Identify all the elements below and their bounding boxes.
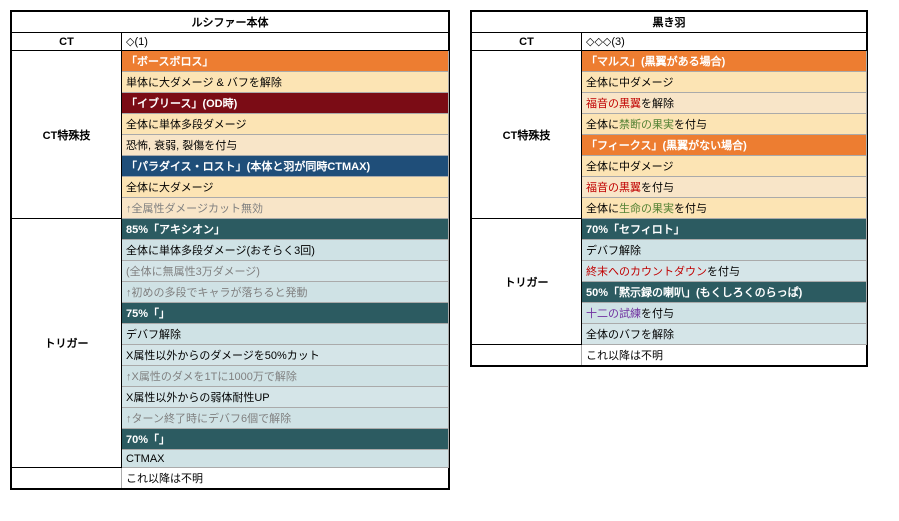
skill-row: 全体に中ダメージ (582, 72, 867, 93)
ct-value: ◇(1) (122, 33, 449, 51)
section-trigger: トリガー (472, 219, 582, 345)
footer-cell-left (472, 345, 582, 366)
section-trigger: トリガー (12, 219, 122, 468)
footer-text: これ以降は不明 (582, 345, 867, 366)
trigger-row: デバフ解除 (582, 240, 867, 261)
panel-blackwing: 黒き羽 CT ◇◇◇(3) CT特殊技 「マルス」(黒翼がある場合) 全体に中ダ… (470, 10, 868, 367)
trigger-row: ↑ターン終了時にデバフ6個で解除 (122, 408, 449, 429)
tables-container: ルシファー本体 CT ◇(1) CT特殊技 「ボースボロス」 単体に大ダメージ … (10, 10, 889, 490)
table-blackwing: 黒き羽 CT ◇◇◇(3) CT特殊技 「マルス」(黒翼がある場合) 全体に中ダ… (471, 11, 867, 366)
trigger-row: ↑X属性のダメを1Tに1000万で解除 (122, 366, 449, 387)
trigger-header: 85%「アキシオン」 (122, 219, 449, 240)
trigger-header: 70%「セフィロト」 (582, 219, 867, 240)
skill-header: 「イブリース」(OD時) (122, 93, 449, 114)
skill-header: 「フィークス」(黒翼がない場合) (582, 135, 867, 156)
ct-value: ◇◇◇(3) (582, 33, 867, 51)
ct-label: CT (472, 33, 582, 51)
skill-row: 全体に生命の果実を付与 (582, 198, 867, 219)
skill-row: 全体に単体多段ダメージ (122, 114, 449, 135)
trigger-header: 70%「」 (122, 429, 449, 450)
section-ct-special: CT特殊技 (12, 51, 122, 219)
trigger-row: X属性以外からのダメージを50%カット (122, 345, 449, 366)
trigger-row: (全体に無属性3万ダメージ) (122, 261, 449, 282)
skill-row: 全体に中ダメージ (582, 156, 867, 177)
trigger-row: デバフ解除 (122, 324, 449, 345)
ct-label: CT (12, 33, 122, 51)
footer-text: これ以降は不明 (122, 468, 449, 489)
panel-lucifer: ルシファー本体 CT ◇(1) CT特殊技 「ボースボロス」 単体に大ダメージ … (10, 10, 450, 490)
panel2-title: 黒き羽 (472, 12, 867, 33)
skill-header: 「マルス」(黒翼がある場合) (582, 51, 867, 72)
skill-row: 福音の黒翼を解除 (582, 93, 867, 114)
trigger-row: 全体に単体多段ダメージ(おそらく3回) (122, 240, 449, 261)
skill-row: 単体に大ダメージ & バフを解除 (122, 72, 449, 93)
panel1-title: ルシファー本体 (12, 12, 449, 33)
skill-header: 「ボースボロス」 (122, 51, 449, 72)
trigger-row: 全体のバフを解除 (582, 324, 867, 345)
skill-row: 全体に大ダメージ (122, 177, 449, 198)
skill-row: ↑全属性ダメージカット無効 (122, 198, 449, 219)
trigger-header: 75%「」 (122, 303, 449, 324)
trigger-row: 十二の試練を付与 (582, 303, 867, 324)
footer-cell-left (12, 468, 122, 489)
skill-row: 福音の黒翼を付与 (582, 177, 867, 198)
skill-row: 全体に禁断の果実を付与 (582, 114, 867, 135)
trigger-row: X属性以外からの弱体耐性UP (122, 387, 449, 408)
trigger-row: ↑初めの多段でキャラが落ちると発動 (122, 282, 449, 303)
table-lucifer: ルシファー本体 CT ◇(1) CT特殊技 「ボースボロス」 単体に大ダメージ … (11, 11, 449, 489)
section-ct-special: CT特殊技 (472, 51, 582, 219)
trigger-row: 終末へのカウントダウンを付与 (582, 261, 867, 282)
skill-header: 「パラダイス・ロスト」(本体と羽が同時CTMAX) (122, 156, 449, 177)
skill-row: 恐怖, 衰弱, 裂傷を付与 (122, 135, 449, 156)
trigger-row: CTMAX (122, 450, 449, 468)
trigger-header: 50%「黙示録の喇叭」(もくしろくのらっぱ) (582, 282, 867, 303)
